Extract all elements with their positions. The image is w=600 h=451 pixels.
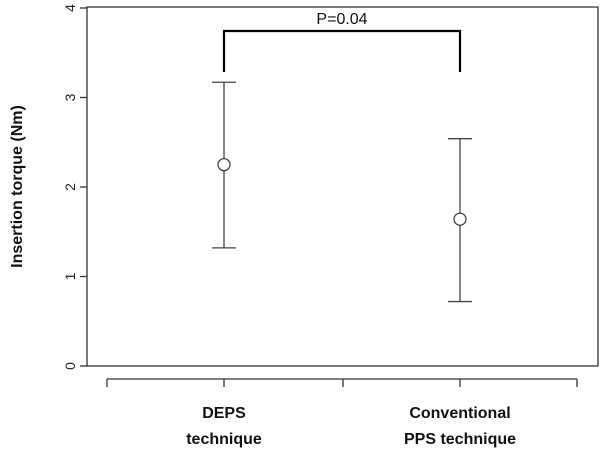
data-marks xyxy=(212,81,472,303)
x-axis: DEPS technique Conventional PPS technique xyxy=(106,378,578,448)
y-axis-label: Insertion torque (Nm) xyxy=(9,105,26,268)
bracket-line xyxy=(222,29,462,72)
x-category-label: Conventional PPS technique xyxy=(404,405,516,448)
y-tick-label: 0 xyxy=(62,362,78,370)
y-tick-label: 4 xyxy=(62,4,78,12)
p-value-annotation: P=0.04 xyxy=(316,11,367,28)
y-axis: 0 1 2 3 4 xyxy=(62,4,87,370)
x-category-label: DEPS technique xyxy=(186,405,262,448)
significance-bracket xyxy=(222,29,462,72)
mean-point xyxy=(217,157,231,172)
y-tick-label: 1 xyxy=(62,272,78,280)
y-tick-label: 2 xyxy=(62,183,78,191)
y-tick-label: 3 xyxy=(62,93,78,101)
mean-point xyxy=(453,212,467,226)
plot-frame xyxy=(86,6,599,367)
